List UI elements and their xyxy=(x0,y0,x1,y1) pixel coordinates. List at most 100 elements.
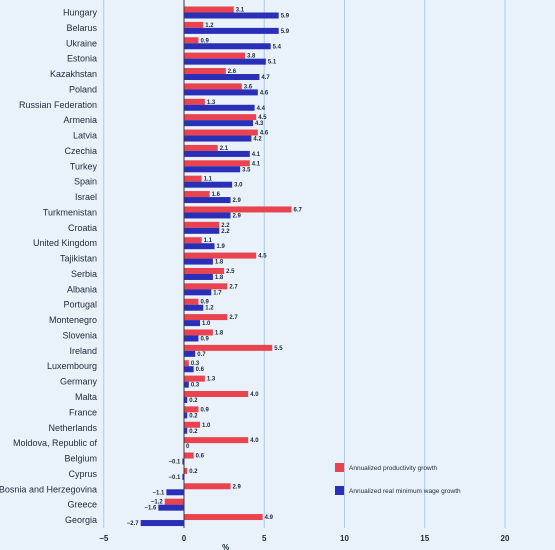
productivity-value-label: 2.7 xyxy=(229,284,238,290)
wage-value-label: 0.6 xyxy=(196,367,205,373)
productivity-value-label: 1.6 xyxy=(212,192,221,198)
category-label: France xyxy=(69,407,97,417)
productivity-value-label: 1.2 xyxy=(205,23,214,29)
productivity-value-label: −1.2 xyxy=(151,500,164,506)
legend-label: Annualized real minimum wage growth xyxy=(349,488,461,495)
productivity-bar xyxy=(184,406,199,413)
wage-bar xyxy=(184,273,213,280)
wage-value-label: 4.4 xyxy=(257,106,266,112)
wage-bar xyxy=(140,520,184,527)
wage-value-label: 4.3 xyxy=(255,121,264,127)
category-label: Czechia xyxy=(64,146,97,156)
productivity-value-label: 0.9 xyxy=(200,407,209,413)
wage-bar xyxy=(184,366,194,373)
wage-bar xyxy=(184,304,204,311)
productivity-bar xyxy=(184,298,199,305)
productivity-bar xyxy=(184,52,245,59)
category-label: Spain xyxy=(74,177,97,187)
wage-value-label: 1.7 xyxy=(213,290,222,296)
productivity-value-label: 1.3 xyxy=(207,100,216,106)
wage-bar xyxy=(184,43,271,50)
productivity-value-label: 4.6 xyxy=(260,131,269,137)
productivity-value-label: 2.6 xyxy=(228,69,237,75)
productivity-value-label: 1.1 xyxy=(204,238,213,244)
productivity-bar xyxy=(184,191,210,198)
category-label: Turkey xyxy=(70,161,98,171)
wage-value-label: 0.2 xyxy=(189,398,198,404)
legend-swatch xyxy=(335,463,344,472)
wage-bar xyxy=(184,258,213,265)
wage-bar xyxy=(184,150,250,157)
category-label: Turkmenistan xyxy=(43,207,97,217)
productivity-bar xyxy=(184,252,257,259)
category-label: Belgium xyxy=(64,454,97,464)
productivity-bar xyxy=(184,175,202,182)
wage-value-label: 3.0 xyxy=(234,183,243,189)
legend-swatch xyxy=(335,486,344,495)
category-label: Ukraine xyxy=(66,38,97,48)
productivity-value-label: 0.2 xyxy=(189,469,198,475)
wage-value-label: 0.7 xyxy=(197,352,206,358)
wage-bar xyxy=(184,120,254,127)
category-label: Greece xyxy=(67,500,97,510)
wage-value-label: 2.2 xyxy=(221,229,230,235)
wage-bar xyxy=(184,320,201,327)
wage-value-label: 1.8 xyxy=(215,275,224,281)
category-label: Serbia xyxy=(71,269,97,279)
wage-bar xyxy=(184,289,212,296)
productivity-bar xyxy=(184,467,188,474)
category-label: Hungary xyxy=(63,8,98,18)
wage-value-label: −0.1 xyxy=(169,460,182,466)
wage-bar xyxy=(184,135,252,142)
wage-value-label: −1.1 xyxy=(152,490,165,496)
productivity-value-label: 1.1 xyxy=(204,177,213,183)
category-label: Netherlands xyxy=(48,423,97,433)
wage-bar xyxy=(184,212,231,219)
x-tick-label: 20 xyxy=(501,534,510,543)
productivity-value-label: 4.0 xyxy=(250,438,259,444)
category-label: Montenegro xyxy=(49,315,97,325)
wage-value-label: 3.5 xyxy=(242,167,251,173)
productivity-bar xyxy=(184,421,201,428)
wage-value-label: −0.1 xyxy=(169,475,182,481)
wage-value-label: 0.2 xyxy=(189,429,198,435)
wage-value-label: 4.2 xyxy=(253,137,262,143)
x-tick-label: 5 xyxy=(262,534,267,543)
productivity-value-label: 1.0 xyxy=(202,423,211,429)
wage-bar xyxy=(184,197,231,204)
productivity-bar xyxy=(184,206,292,213)
category-label: Belarus xyxy=(66,23,97,33)
wage-value-label: −2.7 xyxy=(127,521,140,527)
category-label: Malta xyxy=(75,392,97,402)
category-label: Cyprus xyxy=(68,469,97,479)
productivity-value-label: 0.9 xyxy=(200,300,209,306)
category-label: Luxembourg xyxy=(47,361,97,371)
productivity-bar xyxy=(184,237,202,244)
wage-value-label: 1.2 xyxy=(205,306,214,312)
wage-value-label: 0.9 xyxy=(200,336,209,342)
productivity-value-label: 4.0 xyxy=(250,392,259,398)
category-label: Latvia xyxy=(73,131,97,141)
productivity-bar xyxy=(184,160,250,167)
productivity-value-label: 3.1 xyxy=(236,8,245,14)
category-label: Slovenia xyxy=(62,330,97,340)
x-tick-label: −5 xyxy=(99,534,109,543)
productivity-bar xyxy=(184,329,213,336)
legend-label: Annualized productivity growth xyxy=(349,465,438,472)
productivity-value-label: 2.5 xyxy=(226,269,235,275)
productivity-value-label: 0.9 xyxy=(200,38,209,44)
category-label: Estonia xyxy=(67,54,97,64)
productivity-value-label: 5.5 xyxy=(274,346,283,352)
wage-value-label: 0.2 xyxy=(189,413,198,419)
category-label: Portugal xyxy=(63,300,97,310)
wage-value-label: 5.9 xyxy=(281,29,290,35)
wage-bar xyxy=(184,427,188,434)
category-label: Armenia xyxy=(63,115,97,125)
wage-bar xyxy=(158,504,184,511)
productivity-bar xyxy=(184,267,225,274)
productivity-value-label: 3.8 xyxy=(247,54,256,60)
wage-value-label: −1.6 xyxy=(144,506,157,512)
wage-value-label: 0.3 xyxy=(191,383,200,389)
wage-bar xyxy=(184,350,196,357)
